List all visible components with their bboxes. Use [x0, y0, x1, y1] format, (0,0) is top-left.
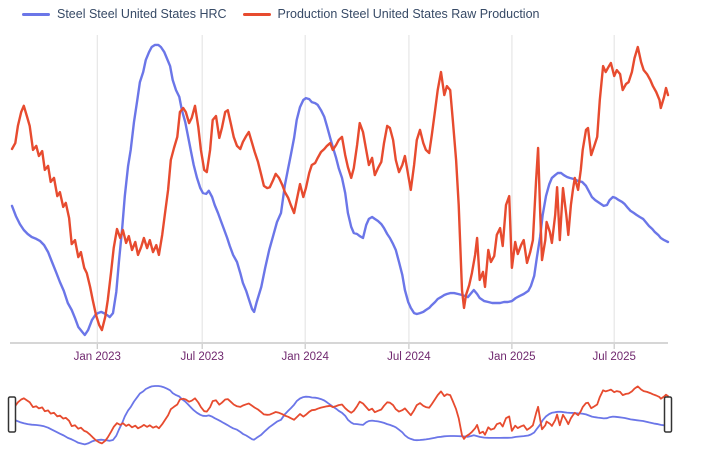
navigator-area[interactable] [12, 384, 668, 446]
navigator-series-raw-production-line [11, 385, 669, 445]
hrc-series-swatch-icon [22, 12, 50, 16]
legend-label-raw-production: Production Steel United States Raw Produ… [277, 7, 540, 21]
navigator-handle-left[interactable] [7, 396, 17, 433]
plot-area[interactable] [12, 35, 668, 343]
legend-item-hrc[interactable]: Steel Steel United States HRC [22, 8, 227, 21]
legend-label-hrc: Steel Steel United States HRC [57, 7, 227, 21]
navigator-series-hrc-line [11, 385, 669, 446]
legend: Steel Steel United States HRC Production… [22, 8, 539, 21]
navigator-handle-right[interactable] [663, 396, 673, 433]
x-axis-label: Jan 2023 [74, 351, 121, 363]
x-axis-label: Jan 2025 [488, 351, 535, 363]
x-axis-label: Jul 2025 [592, 351, 635, 363]
x-axis-label: Jan 2024 [282, 351, 330, 363]
series-hrc-line [10, 43, 670, 337]
series-raw-production-line [10, 45, 670, 332]
x-axis-label: Jul 2024 [387, 351, 431, 363]
x-axis-label: Jul 2023 [180, 351, 223, 363]
raw-production-series-swatch-icon [242, 12, 271, 16]
legend-item-raw-production[interactable]: Production Steel United States Raw Produ… [242, 7, 540, 21]
